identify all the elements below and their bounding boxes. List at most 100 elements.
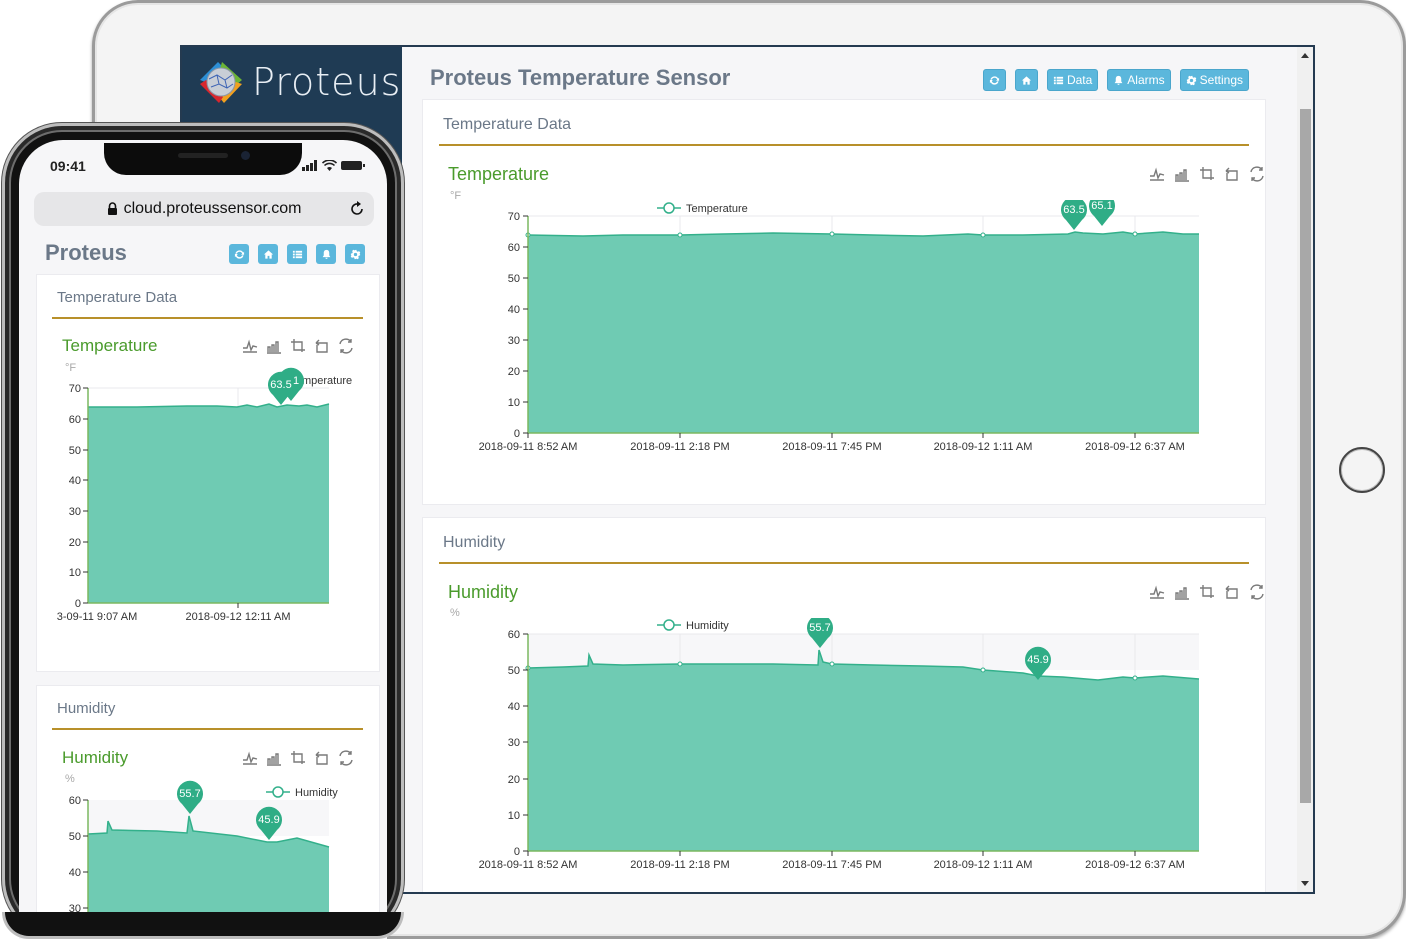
restore-icon[interactable] [1249, 166, 1265, 182]
humidity-chart[interactable]: 60 50 40 30 20 10 0 2018-09-11 8:52 AM 2… [423, 618, 1267, 894]
svg-text:63.5: 63.5 [270, 379, 291, 391]
mobile-temperature-chart[interactable]: 70 60 50 40 30 20 10 0 3-09-11 9:07 AM 2… [37, 365, 381, 625]
bell-icon [1114, 75, 1123, 85]
panel-divider [52, 317, 363, 319]
chart-legend[interactable]: Temperature [657, 202, 748, 215]
panel-title: Humidity [57, 700, 116, 717]
chart-legend[interactable]: mperature [302, 375, 352, 387]
main-content: Proteus Temperature Sensor Data Alarms S… [402, 47, 1313, 894]
home-button[interactable] [258, 244, 278, 264]
refresh-icon [234, 249, 244, 259]
url-bar[interactable]: cloud.proteussensor.com [34, 192, 374, 226]
restore-icon[interactable] [338, 750, 354, 766]
wifi-icon [322, 160, 337, 171]
tablet-home-button [1339, 447, 1385, 493]
svg-text:2018-09-11 7:45 PM: 2018-09-11 7:45 PM [782, 441, 881, 453]
svg-text:0: 0 [75, 598, 81, 610]
x-tick: 2018-09-11 8:52 AM [479, 441, 578, 453]
refresh-button[interactable] [229, 244, 249, 264]
zoom-reset-icon[interactable] [1224, 166, 1240, 182]
alarms-button[interactable] [316, 244, 336, 264]
line-chart-icon[interactable] [1149, 584, 1165, 600]
line-chart-icon[interactable] [1149, 166, 1165, 182]
svg-text:10: 10 [508, 397, 520, 409]
svg-text:2018-09-12 1:11 AM: 2018-09-12 1:11 AM [934, 441, 1033, 453]
svg-text:30: 30 [508, 737, 520, 749]
svg-text:50: 50 [69, 831, 81, 843]
svg-text:10: 10 [508, 810, 520, 822]
svg-text:10: 10 [69, 567, 81, 579]
chart-legend[interactable]: Humidity [657, 619, 729, 632]
zoom-reset-icon[interactable] [314, 338, 330, 354]
chart-legend[interactable]: Humidity [266, 786, 338, 799]
temperature-panel: Temperature Data Temperature °F [422, 99, 1266, 505]
line-chart-icon[interactable] [242, 750, 258, 766]
y-tick: 70 [508, 211, 520, 223]
svg-text:45.9: 45.9 [1027, 654, 1048, 666]
svg-text:2018-09-12 1:11 AM: 2018-09-12 1:11 AM [934, 859, 1033, 871]
chart-toolbox [242, 338, 354, 354]
zoom-icon[interactable] [290, 338, 306, 354]
zoom-icon[interactable] [1199, 166, 1215, 182]
svg-text:2018-09-11 2:18 PM: 2018-09-11 2:18 PM [630, 441, 729, 453]
bar-chart-icon[interactable] [266, 338, 282, 354]
chart-title: Humidity [62, 748, 129, 767]
svg-text:55.7: 55.7 [809, 622, 830, 634]
scroll-down-arrow[interactable] [1301, 881, 1309, 886]
phone-notch [104, 143, 302, 175]
home-button[interactable] [1014, 69, 1038, 91]
svg-text:65.1: 65.1 [1091, 200, 1112, 212]
mobile-humidity-chart[interactable]: 60 50 40 30 Humidity 55.7 45.9 [37, 776, 381, 939]
settings-button-label: Settings [1199, 73, 1243, 87]
svg-text:70: 70 [69, 383, 81, 395]
data-button[interactable] [287, 244, 307, 264]
page-title: Proteus Temperature Sensor [430, 65, 731, 90]
svg-text:60: 60 [69, 414, 81, 426]
brand-name: Proteus [252, 60, 402, 104]
home-icon [263, 249, 273, 259]
max-marker: 55.7 [807, 618, 833, 648]
scroll-thumb[interactable] [1300, 109, 1311, 803]
svg-text:30: 30 [69, 506, 81, 518]
restore-icon[interactable] [338, 338, 354, 354]
line-chart-icon[interactable] [242, 338, 258, 354]
settings-button[interactable]: Settings [1179, 69, 1249, 91]
zoom-reset-icon[interactable] [1224, 584, 1240, 600]
svg-text:0: 0 [514, 428, 520, 440]
list-icon [292, 250, 302, 258]
battery-icon [341, 161, 365, 170]
svg-text:50: 50 [508, 273, 520, 285]
settings-button[interactable] [345, 244, 365, 264]
temperature-chart[interactable]: 70 60 50 40 30 20 10 0 2018-09-11 8:52 A… [423, 200, 1267, 500]
vertical-scrollbar[interactable] [1297, 47, 1313, 892]
bar-chart-icon[interactable] [1174, 584, 1190, 600]
svg-text:2018-09-11 2:18 PM: 2018-09-11 2:18 PM [630, 859, 729, 871]
status-icons [302, 160, 365, 171]
panel-divider [439, 562, 1249, 564]
bar-chart-icon[interactable] [266, 750, 282, 766]
mobile-toolbar [229, 244, 365, 264]
signal-icon [302, 160, 317, 171]
restore-icon[interactable] [1249, 584, 1265, 600]
chart-toolbox [242, 750, 354, 766]
chart-unit: % [65, 773, 75, 785]
chart-toolbox [1149, 584, 1265, 600]
zoom-icon[interactable] [1199, 584, 1215, 600]
refresh-button[interactable] [982, 69, 1006, 91]
panel-title: Temperature Data [57, 289, 178, 306]
refresh-icon [989, 75, 1000, 85]
bar-chart-icon[interactable] [1174, 166, 1190, 182]
scroll-up-arrow[interactable] [1301, 53, 1309, 58]
chart-unit: °F [65, 362, 77, 374]
svg-text:2018-09-12 12:11 AM: 2018-09-12 12:11 AM [186, 611, 291, 623]
list-icon [1053, 76, 1064, 84]
zoom-reset-icon[interactable] [314, 750, 330, 766]
data-button[interactable]: Data [1046, 69, 1099, 91]
chart-title: Temperature [62, 336, 158, 355]
zoom-icon[interactable] [290, 750, 306, 766]
brand-logo[interactable]: Proteus [192, 53, 401, 111]
gear-icon [350, 249, 360, 259]
reload-icon[interactable] [348, 200, 366, 218]
alarms-button[interactable]: Alarms [1107, 69, 1171, 91]
svg-text:20: 20 [508, 366, 520, 378]
